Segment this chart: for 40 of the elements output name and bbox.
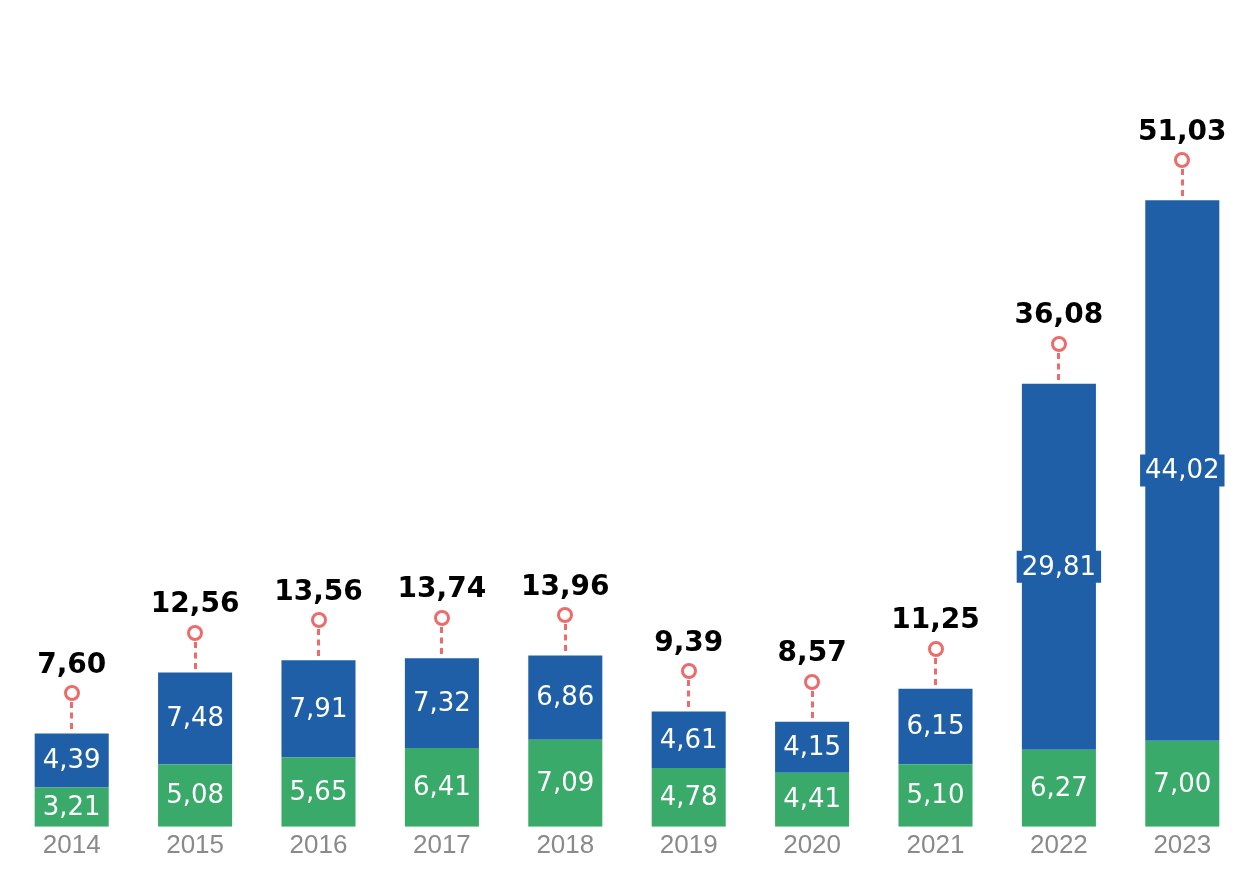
data-label: 5,08 (166, 779, 225, 810)
data-label: 4,39 (42, 744, 101, 775)
x-tick-label: 2016 (289, 828, 348, 859)
total-label: 13,56 (274, 573, 363, 607)
x-tick-label: 2022 (1029, 828, 1088, 859)
x-tick-label: 2018 (536, 828, 595, 859)
data-label: 7,00 (1153, 767, 1212, 798)
data-label: 29,81 (1021, 550, 1097, 581)
data-label: 6,86 (536, 681, 595, 712)
data-label: 44,02 (1145, 454, 1220, 485)
data-label: 4,61 (659, 723, 718, 754)
data-label: 5,10 (906, 779, 965, 810)
x-tick-label: 2020 (783, 828, 842, 859)
data-label: 6,41 (412, 771, 471, 802)
total-label: 7,60 (37, 646, 107, 680)
data-label: 4,15 (783, 730, 842, 761)
data-label: 6,15 (906, 710, 965, 741)
total-label: 9,39 (654, 624, 724, 658)
x-tick-label: 2014 (42, 828, 101, 859)
data-label: 4,41 (783, 783, 842, 814)
total-label: 13,96 (521, 568, 610, 602)
data-label: 7,09 (536, 767, 595, 798)
x-tick-label: 2021 (906, 828, 965, 859)
data-label: 4,78 (659, 781, 718, 812)
total-label: 36,08 (1014, 297, 1104, 331)
x-tick-label: 2015 (166, 828, 225, 859)
x-tick-label: 2023 (1153, 828, 1212, 859)
total-label: 12,56 (150, 585, 240, 619)
data-label: 6,27 (1029, 772, 1088, 803)
total-label: 8,57 (777, 634, 847, 668)
x-tick-label: 2017 (412, 828, 471, 859)
data-label: 7,91 (289, 692, 348, 723)
total-label: 51,03 (1138, 113, 1227, 147)
data-label: 7,32 (412, 686, 471, 717)
total-label: 11,25 (891, 601, 980, 635)
data-label: 5,65 (289, 775, 348, 806)
total-label: 13,74 (397, 571, 487, 605)
data-label: 7,48 (166, 702, 225, 733)
x-tick-label: 2019 (659, 828, 718, 859)
data-label: 3,21 (42, 790, 101, 821)
